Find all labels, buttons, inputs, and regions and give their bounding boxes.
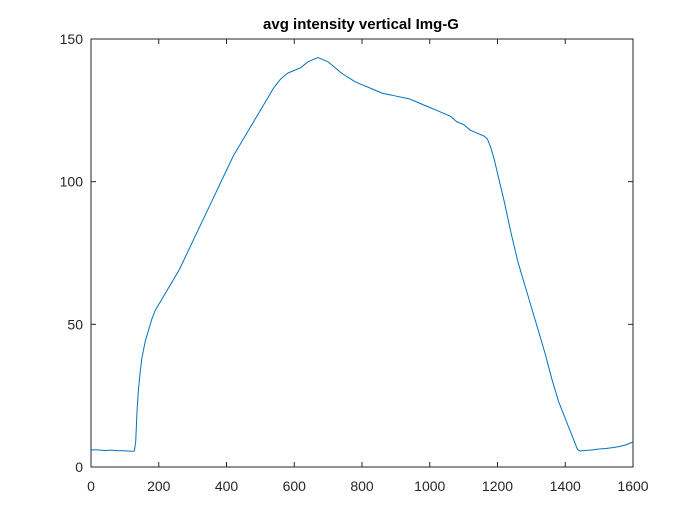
x-tick-label: 1400 (550, 478, 581, 494)
plot-area (90, 38, 634, 468)
x-tick-label: 400 (215, 478, 239, 494)
y-tick-label: 150 (60, 31, 84, 47)
x-tick-label: 0 (87, 478, 95, 494)
x-tick-label: 800 (350, 478, 374, 494)
chart-title: avg intensity vertical Img-G (263, 16, 459, 33)
y-tick-label: 100 (60, 174, 84, 190)
y-tick-label: 0 (75, 459, 83, 475)
x-tick-label: 1000 (414, 478, 445, 494)
x-tick-label: 200 (147, 478, 171, 494)
y-tick-label: 50 (67, 316, 83, 332)
x-tick-label: 600 (283, 478, 307, 494)
series-line (91, 57, 634, 452)
x-tick-label: 1200 (482, 478, 513, 494)
x-tick-label: 1600 (617, 478, 648, 494)
